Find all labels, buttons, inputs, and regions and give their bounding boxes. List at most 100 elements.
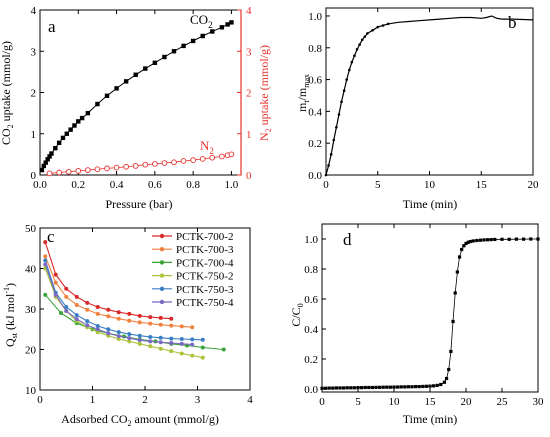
panel-a-co2-point bbox=[229, 20, 234, 25]
panel-b-point bbox=[353, 54, 356, 58]
panel-d-y-tick-label: 0.6 bbox=[304, 294, 318, 306]
panel-a-n2-point bbox=[56, 169, 62, 176]
panel-d-point bbox=[449, 349, 453, 354]
panel-c-point-PCTK-750-4 bbox=[64, 309, 69, 314]
panel-a-x-tick-label: 0.0 bbox=[33, 179, 47, 191]
panel-c-point-PCTK-750-3 bbox=[43, 258, 48, 263]
panel-c-x-tick-label: 2 bbox=[142, 394, 148, 406]
panel-a-co2-point bbox=[95, 101, 100, 107]
panel-a-co2-point bbox=[72, 123, 77, 128]
panel-b-plot: 0 5 10 15 20 0.0 0.2 0.4 0.6 0.8 1.0 bbox=[308, 7, 540, 191]
panel-c-point-PCTK-700-3 bbox=[43, 254, 48, 259]
panel-d-point bbox=[370, 385, 374, 390]
panel-a-n2-point bbox=[219, 153, 225, 160]
panel-a: 0.0 0.2 0.4 0.6 0.8 1.0 0 1 2 3 4 0 1 2 3 4 a CO2 N2 Pr… bbox=[0, 5, 273, 211]
panel-a-y-tick-label: 3 bbox=[31, 46, 37, 58]
panel-a-letter: a bbox=[48, 17, 56, 36]
panel-c-y-tick-label: 50 bbox=[25, 223, 37, 235]
panel-d-point bbox=[399, 385, 403, 389]
panel-c-point-PCTK-700-4 bbox=[43, 292, 48, 297]
panel-d-point bbox=[536, 237, 540, 241]
panel-d-x-tick-label: 20 bbox=[461, 396, 473, 408]
panel-b-point bbox=[327, 164, 330, 167]
panel-c-point-PCTK-750-3 bbox=[148, 334, 153, 339]
panel-a-co2-point bbox=[39, 167, 45, 173]
panel-a-x-tick-label: 0.8 bbox=[186, 179, 200, 191]
panel-c-point-PCTK-700-3 bbox=[95, 311, 100, 316]
panel-a-co2-point bbox=[49, 151, 54, 156]
panel-c-point-PCTK-700-2 bbox=[64, 286, 69, 291]
panel-a-n2-point bbox=[75, 168, 82, 174]
panel-c-xlabel: Adsorbed CO2 amount (mmol/g) bbox=[61, 412, 219, 428]
panel-a-y-tick-label: 2 bbox=[31, 88, 37, 100]
panel-b: 0 5 10 15 200.00.20.40.60.81.0 b Time (min) … bbox=[295, 7, 540, 211]
panel-a-n2-point bbox=[65, 168, 72, 175]
panel-a-n2-point bbox=[209, 154, 216, 161]
panel-b-line bbox=[325, 15, 534, 176]
panel-c-point-PCTK-700-3 bbox=[127, 318, 132, 323]
panel-c-legend-label: PCTK-750-3 bbox=[176, 284, 234, 296]
panel-c-plot: 0 1 2 3 4 10 20 30 40 50 bbox=[25, 223, 253, 406]
panel-b-point bbox=[337, 113, 341, 116]
panel-d-point bbox=[460, 247, 464, 252]
panel-a-co2-point bbox=[200, 33, 205, 39]
panel-c-letter: c bbox=[47, 227, 55, 246]
panel-d-point bbox=[500, 237, 504, 241]
panel-d-point bbox=[334, 386, 338, 390]
panel-a-co2-point bbox=[171, 49, 177, 54]
panel-c-y-tick-label: 30 bbox=[25, 304, 37, 316]
panel-c-point-PCTK-700-2 bbox=[95, 304, 100, 309]
panel-c-point-PCTK-750-2 bbox=[95, 330, 100, 335]
panel-c-point-PCTK-750-3 bbox=[190, 337, 195, 342]
panel-b-ylabel: mt/mmax bbox=[295, 74, 311, 112]
panel-b-x-tick-label: 20 bbox=[528, 179, 540, 191]
panel-b-point bbox=[358, 43, 361, 46]
panel-a-ylabel-right: N2 uptake (mmol/g) bbox=[257, 45, 273, 141]
panel-b-y-tick-label: 0.8 bbox=[308, 43, 322, 55]
panel-c-line-PCTK-750-3 bbox=[44, 260, 203, 341]
panel-a-x-tick-label: 1.0 bbox=[225, 179, 239, 191]
panel-d-point bbox=[417, 385, 421, 389]
panel-b-point bbox=[342, 89, 346, 93]
panel-d-point bbox=[367, 385, 371, 390]
panel-c-point-PCTK-700-2 bbox=[137, 313, 142, 318]
panel-c-legend-marker bbox=[159, 247, 165, 252]
panel-b-point bbox=[347, 68, 351, 72]
panel-a-co2-point bbox=[64, 131, 69, 136]
panel-c-point-PCTK-700-2 bbox=[43, 240, 48, 245]
panel-a-co2-point bbox=[85, 110, 91, 116]
panel-b-point bbox=[329, 153, 333, 156]
panel-a-co2-point bbox=[104, 93, 110, 98]
panel-d-point bbox=[349, 386, 353, 390]
panel-d-ylabel: C/C0 bbox=[289, 303, 305, 326]
panel-d-point bbox=[457, 255, 462, 259]
panel-a-co2-point bbox=[133, 72, 138, 77]
panel-a-co2-point bbox=[123, 79, 129, 84]
panel-a-x-tick-label: 0.4 bbox=[110, 179, 124, 191]
panel-c-point-PCTK-750-4 bbox=[116, 334, 121, 339]
panel-a-y-tick-label-right: 3 bbox=[246, 46, 252, 58]
panel-d-point bbox=[320, 386, 324, 390]
panel-d-point bbox=[529, 237, 533, 241]
panel-b-xlabel: Time (min) bbox=[403, 197, 458, 211]
panel-c-line-PCTK-700-4 bbox=[44, 294, 224, 351]
panel-d-point bbox=[327, 386, 331, 390]
panel-c-y-tick-label: 20 bbox=[25, 345, 37, 357]
panel-b-point bbox=[386, 22, 390, 26]
panel-c-x-tick-label: 3 bbox=[195, 394, 201, 406]
panel-b-point bbox=[340, 100, 343, 104]
panel-d-point bbox=[428, 384, 432, 388]
panel-a-co2-label: CO2 bbox=[190, 12, 213, 30]
panel-c-point-PCTK-750-4 bbox=[106, 331, 111, 336]
panel-d-y-tick-label: 1.0 bbox=[304, 234, 318, 246]
panel-b-y-tick-label: 0.0 bbox=[308, 170, 322, 182]
panel-a-co2-point bbox=[53, 145, 58, 151]
panel-c-point-PCTK-750-4 bbox=[95, 327, 100, 332]
panel-c-point-PCTK-750-4 bbox=[158, 340, 163, 345]
panel-d-x-tick-label: 15 bbox=[425, 396, 437, 408]
panel-d-point bbox=[396, 385, 400, 389]
panel-d-point bbox=[507, 237, 511, 241]
